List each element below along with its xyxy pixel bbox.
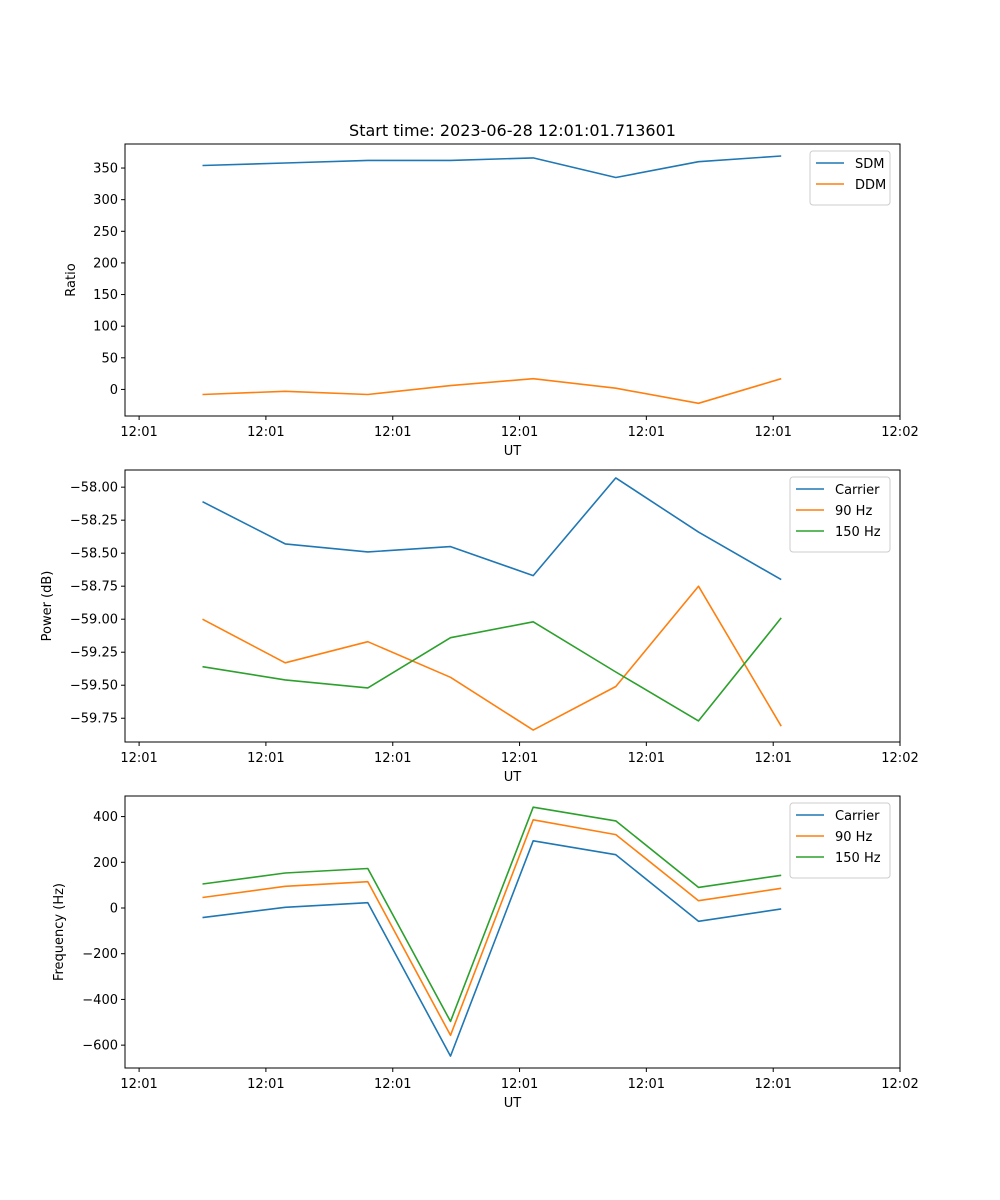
x-tick-label: 12:01: [754, 1077, 791, 1092]
x-tick-label: 12:02: [881, 1077, 918, 1092]
x-tick-label: 12:01: [374, 751, 411, 766]
y-tick-label: −58.25: [70, 514, 118, 529]
x-axis-label: UT: [504, 1096, 522, 1111]
x-tick-label: 12:01: [247, 425, 284, 440]
x-axis-label: UT: [504, 770, 522, 785]
y-tick-label: 50: [101, 351, 118, 366]
x-axis-label: UT: [504, 444, 522, 459]
y-tick-label: −58.75: [70, 580, 118, 595]
x-tick-label: 12:02: [881, 425, 918, 440]
legend-label: 150 Hz: [835, 525, 881, 540]
legend-box: [789, 802, 891, 879]
series-line-150-hz: [202, 617, 782, 722]
y-tick-label: 100: [93, 320, 118, 335]
y-axis-label: Power (dB): [40, 571, 55, 642]
y-tick-label: 250: [93, 225, 118, 240]
legend-label: 90 Hz: [835, 830, 872, 845]
y-tick-label: 0: [110, 383, 118, 398]
y-tick-label: −59.75: [70, 712, 118, 727]
x-tick-label: 12:02: [881, 751, 918, 766]
y-tick-label: 400: [93, 810, 118, 825]
chart-panel-1: 12:01 12:01 12:01 12:01 12:01 12:01 12:02 0 50 10…: [64, 143, 919, 459]
chart-panel-2: 12:01 12:01 12:01 12:01 12:01 12:01 12:02 −59.7…: [40, 469, 919, 785]
series-line-150-hz: [202, 806, 782, 1023]
x-tick-label: 12:01: [247, 1077, 284, 1092]
x-tick-label: 12:01: [628, 425, 665, 440]
y-tick-label: −200: [82, 947, 118, 962]
series-line-ddm: [202, 377, 782, 405]
y-tick-label: 200: [93, 856, 118, 871]
x-tick-label: 12:01: [754, 425, 791, 440]
series-line-carrier: [202, 477, 782, 581]
legend-label: 90 Hz: [835, 504, 872, 519]
x-tick-label: 12:01: [628, 1077, 665, 1092]
legend: SDM DDM: [809, 150, 891, 206]
y-axis-label: Frequency (Hz): [52, 883, 67, 981]
x-tick-label: 12:01: [120, 751, 157, 766]
legend-box: [789, 476, 891, 553]
x-tick-label: 12:01: [628, 751, 665, 766]
legend-label: 150 Hz: [835, 851, 881, 866]
legend-label: Carrier: [835, 483, 880, 498]
y-tick-label: −59.25: [70, 646, 118, 661]
y-tick-label: −400: [82, 993, 118, 1008]
chart-panel-3: 12:01 12:01 12:01 12:01 12:01 12:01 12:02 −600 −…: [52, 795, 919, 1111]
legend: Carrier 90 Hz 150 Hz: [789, 476, 891, 553]
y-tick-label: 150: [93, 288, 118, 303]
y-tick-label: −58.50: [70, 547, 118, 562]
y-tick-label: −59.00: [70, 613, 118, 628]
series-line-90-hz: [202, 585, 782, 731]
x-tick-label: 12:01: [501, 1077, 538, 1092]
series-line-sdm: [202, 155, 782, 179]
x-tick-label: 12:01: [120, 425, 157, 440]
x-tick-label: 12:01: [374, 1077, 411, 1092]
x-tick-label: 12:01: [247, 751, 284, 766]
legend-label: Carrier: [835, 809, 880, 824]
series-line-90-hz: [202, 818, 782, 1037]
y-tick-label: 0: [110, 902, 118, 917]
y-tick-label: 300: [93, 193, 118, 208]
y-tick-label: −59.50: [70, 679, 118, 694]
y-tick-label: 200: [93, 256, 118, 271]
x-tick-label: 12:01: [374, 425, 411, 440]
x-tick-label: 12:01: [501, 751, 538, 766]
y-tick-label: −600: [82, 1039, 118, 1054]
y-tick-label: −58.00: [70, 481, 118, 496]
plot-frame: [124, 795, 901, 1069]
plot-frame: [124, 469, 901, 743]
legend-label: SDM: [855, 157, 884, 172]
legend: Carrier 90 Hz 150 Hz: [789, 802, 891, 879]
x-tick-label: 12:01: [754, 751, 791, 766]
y-axis-label: Ratio: [64, 263, 79, 296]
x-tick-label: 12:01: [501, 425, 538, 440]
y-tick-label: 350: [93, 162, 118, 177]
legend-box: [809, 150, 891, 206]
x-tick-label: 12:01: [120, 1077, 157, 1092]
legend-label: DDM: [855, 178, 886, 193]
series-line-carrier: [202, 839, 782, 1057]
plot-frame: [124, 143, 901, 417]
figure-title: Start time: 2023-06-28 12:01:01.713601: [349, 121, 676, 140]
